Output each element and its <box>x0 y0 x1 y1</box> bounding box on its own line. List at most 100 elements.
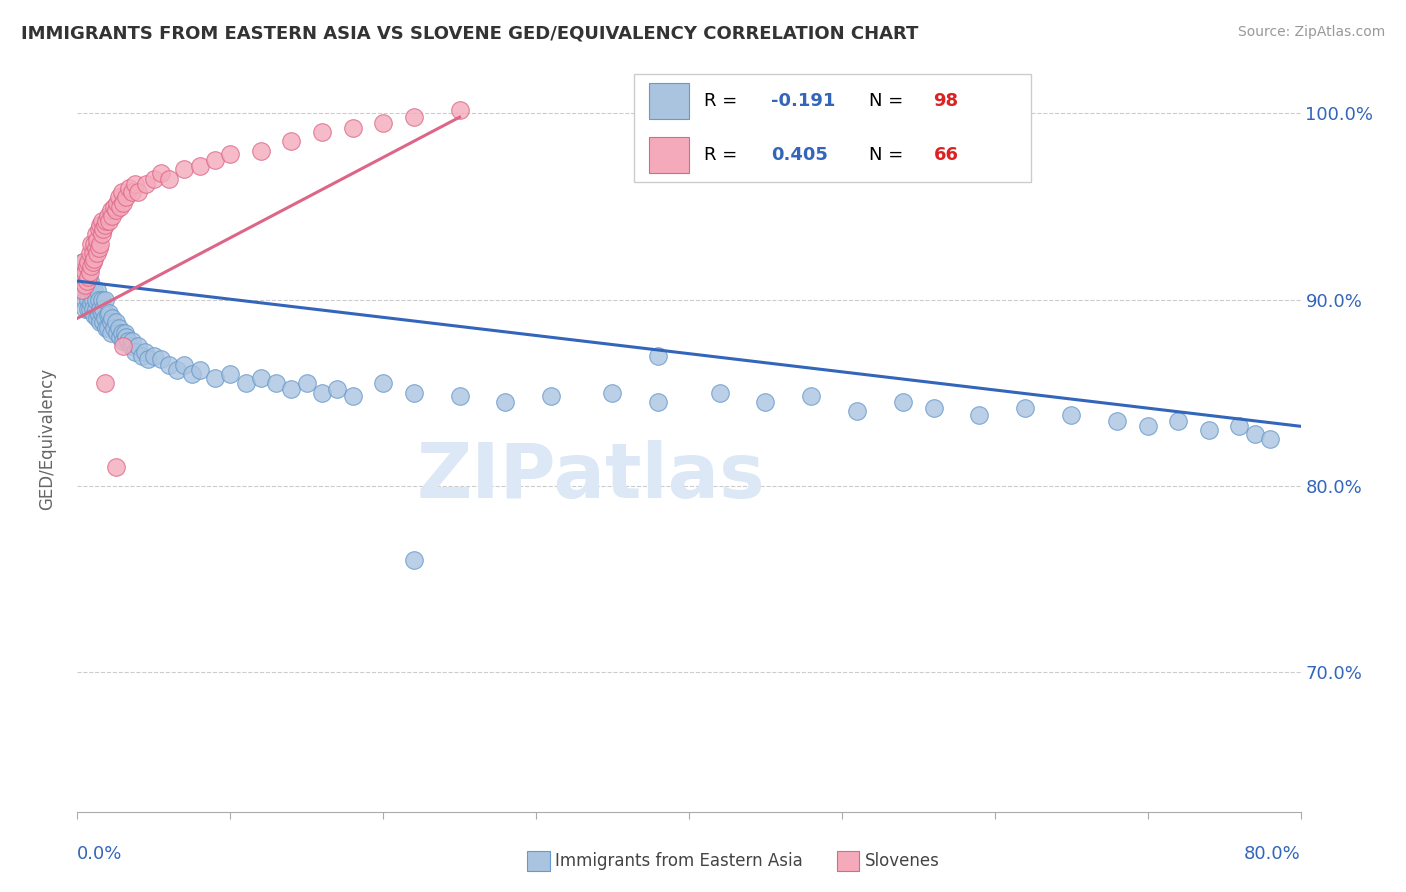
Point <box>754 395 776 409</box>
Point <box>136 352 159 367</box>
Point <box>150 352 173 367</box>
Point <box>112 339 135 353</box>
Point <box>219 367 242 381</box>
Point <box>94 376 117 391</box>
Text: -0.191: -0.191 <box>770 93 835 111</box>
Point <box>103 200 125 214</box>
Point <box>89 301 111 316</box>
Point <box>112 195 135 210</box>
Point <box>79 301 101 316</box>
Point <box>342 121 364 136</box>
Point <box>73 265 96 279</box>
Point <box>800 389 823 403</box>
Point <box>173 358 195 372</box>
Point <box>118 181 141 195</box>
Text: N =: N = <box>869 93 908 111</box>
Text: IMMIGRANTS FROM EASTERN ASIA VS SLOVENE GED/EQUIVALENCY CORRELATION CHART: IMMIGRANTS FROM EASTERN ASIA VS SLOVENE … <box>21 25 918 43</box>
Point <box>117 334 139 348</box>
Point <box>101 311 124 326</box>
Point <box>83 283 105 297</box>
Point <box>82 255 104 269</box>
Point <box>114 326 136 341</box>
Point <box>83 252 105 266</box>
Point <box>280 382 302 396</box>
Point <box>70 274 93 288</box>
Point <box>219 147 242 161</box>
Point <box>84 293 107 307</box>
Point <box>1107 414 1129 428</box>
Point <box>105 326 128 341</box>
Point <box>188 159 211 173</box>
Point <box>94 218 117 232</box>
Point <box>104 460 127 475</box>
Point <box>108 200 131 214</box>
Point <box>87 222 110 236</box>
Point <box>602 385 624 400</box>
Point <box>1014 401 1036 415</box>
Point <box>70 265 93 279</box>
Point <box>91 315 114 329</box>
Point <box>103 320 125 334</box>
Point <box>449 103 471 117</box>
Point <box>134 344 156 359</box>
Point <box>104 203 127 218</box>
Point <box>89 236 111 251</box>
Point <box>104 315 127 329</box>
Point <box>1060 408 1083 422</box>
Point <box>342 389 364 403</box>
Point <box>73 277 96 292</box>
Point <box>79 265 101 279</box>
Point <box>647 395 669 409</box>
Point <box>264 376 287 391</box>
Point <box>709 385 731 400</box>
Point <box>82 301 104 316</box>
Point <box>1198 423 1220 437</box>
Text: 80.0%: 80.0% <box>1244 846 1301 863</box>
Text: Slovenes: Slovenes <box>865 852 939 870</box>
Point <box>181 367 204 381</box>
Bar <box>648 137 689 173</box>
Point <box>87 240 110 254</box>
Point <box>97 308 120 322</box>
Point <box>204 153 226 167</box>
Point <box>449 389 471 403</box>
Point <box>91 222 114 236</box>
Point <box>120 339 142 353</box>
Text: ZIPatlas: ZIPatlas <box>416 440 765 514</box>
Point <box>69 283 91 297</box>
Point <box>402 385 425 400</box>
Point <box>82 246 104 260</box>
Text: 0.405: 0.405 <box>770 146 828 164</box>
Point <box>326 382 349 396</box>
Point <box>86 311 108 326</box>
Point <box>97 320 120 334</box>
Point <box>1258 432 1281 446</box>
FancyBboxPatch shape <box>634 74 1032 182</box>
Point <box>72 270 94 285</box>
Text: Source: ZipAtlas.com: Source: ZipAtlas.com <box>1237 25 1385 39</box>
Text: 98: 98 <box>934 93 959 111</box>
Point <box>97 209 120 223</box>
Point <box>402 553 425 567</box>
Point <box>124 178 146 192</box>
Point <box>280 134 302 148</box>
Point <box>846 404 869 418</box>
Point <box>73 301 96 316</box>
Y-axis label: GED/Equivalency: GED/Equivalency <box>38 368 56 510</box>
Point <box>82 293 104 307</box>
Point <box>891 395 914 409</box>
Point <box>80 236 103 251</box>
Point <box>80 283 103 297</box>
Point <box>1229 419 1251 434</box>
Point <box>89 218 111 232</box>
Point <box>371 116 394 130</box>
Point <box>540 389 562 403</box>
Point <box>112 334 135 348</box>
Point <box>922 401 945 415</box>
Point <box>100 326 122 341</box>
Point <box>127 185 149 199</box>
Point <box>76 283 98 297</box>
Point <box>72 255 94 269</box>
Point <box>124 344 146 359</box>
Point <box>495 395 517 409</box>
